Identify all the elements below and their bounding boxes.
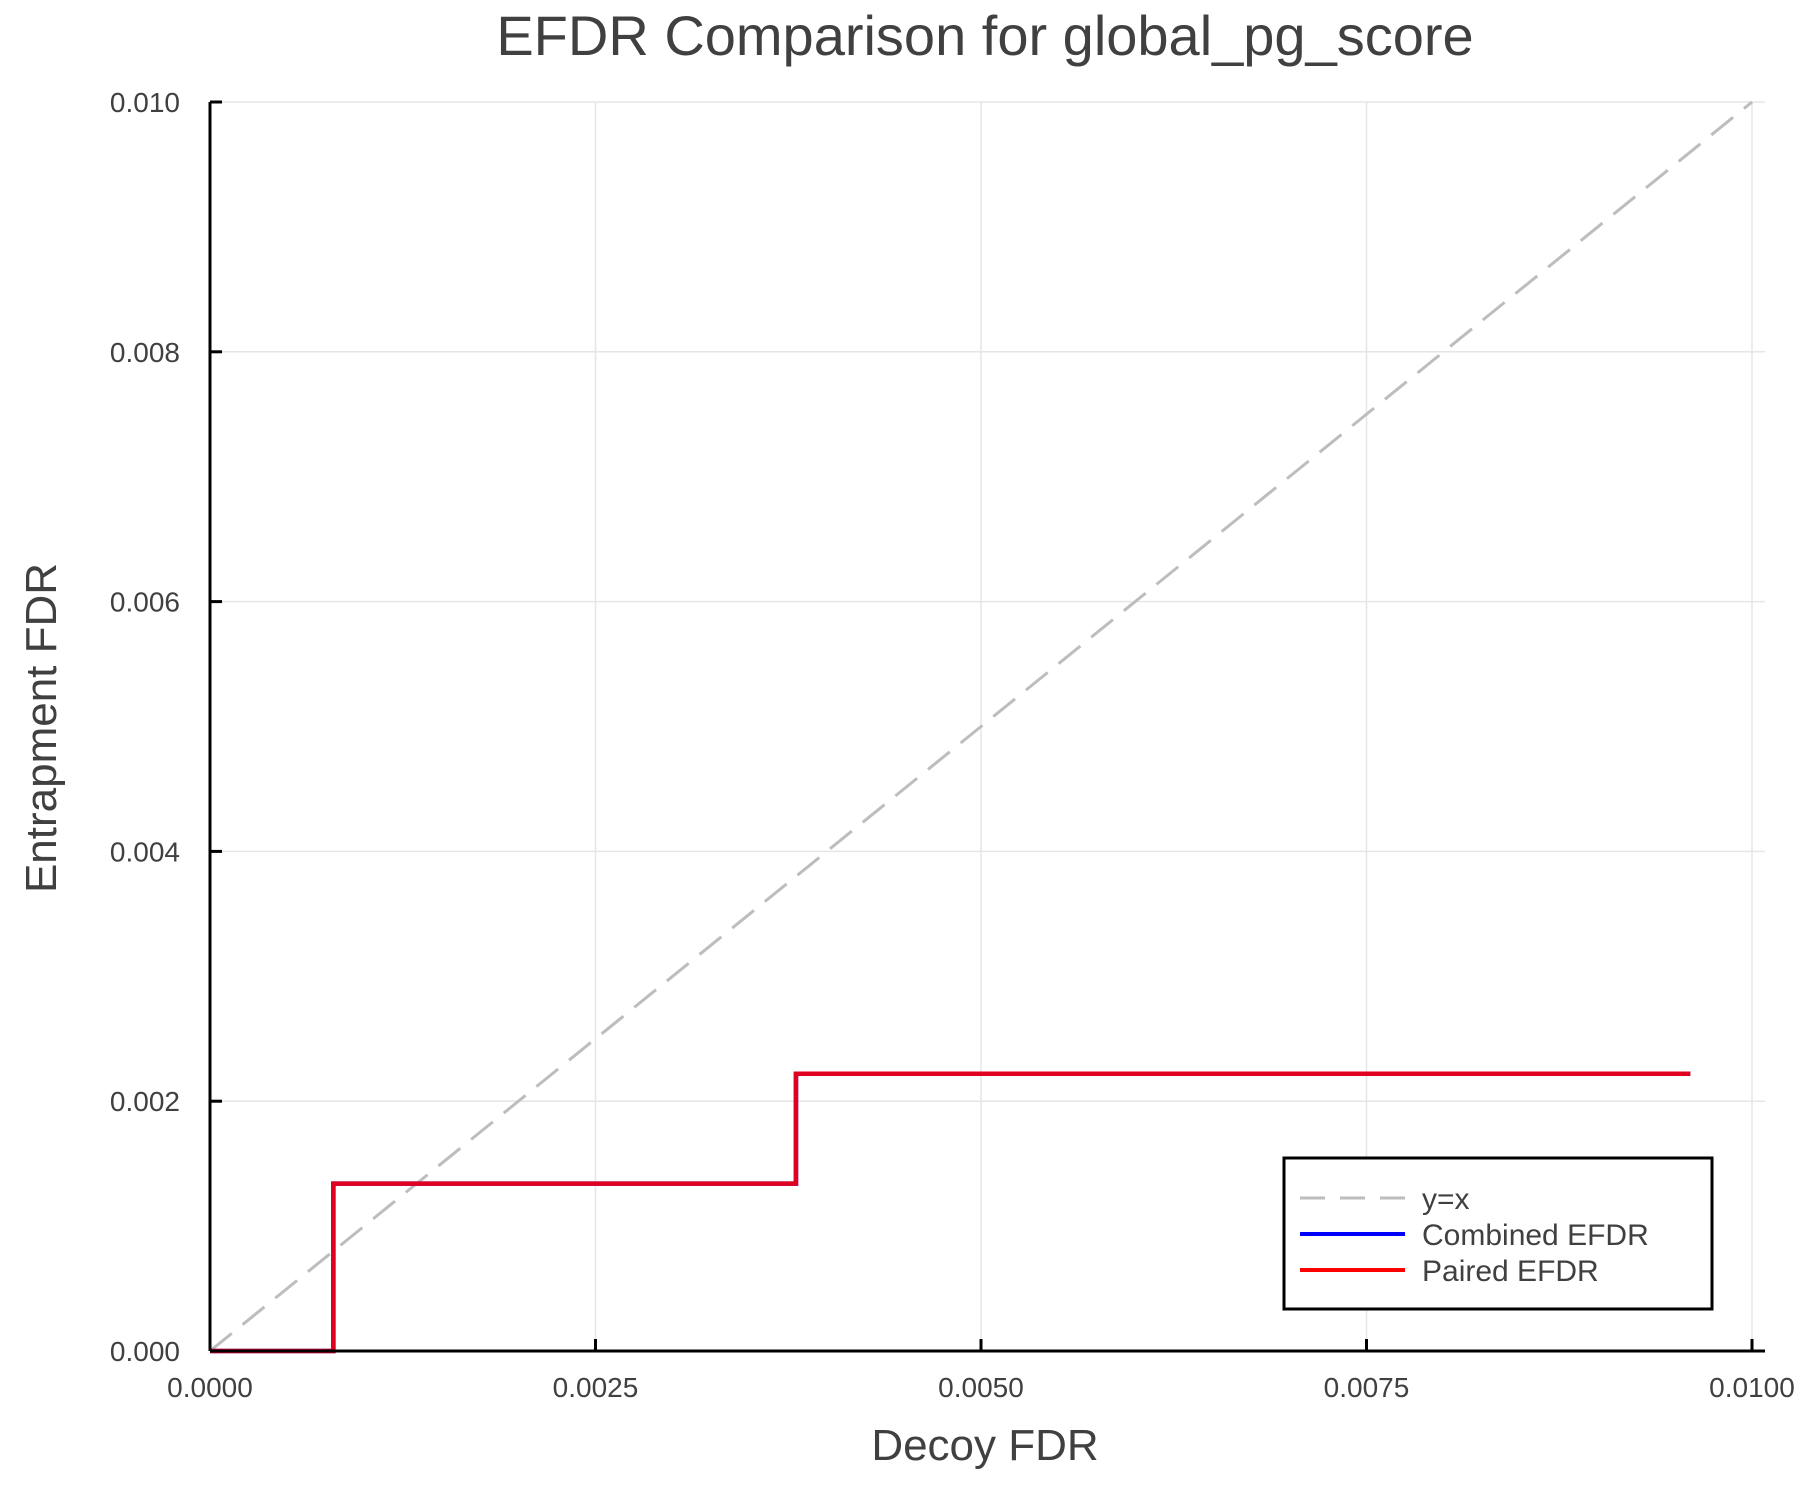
y-tick-label: 0.008 [110,337,180,368]
x-tick-label: 0.0100 [1709,1372,1795,1403]
x-tick-label: 0.0025 [553,1372,639,1403]
y-tick-label: 0.010 [110,87,180,118]
y-tick-label: 0.000 [110,1336,180,1367]
legend-label: Combined EFDR [1422,1219,1649,1252]
y-x-line [209,100,1753,1353]
x-tick-label: 0.0000 [167,1372,253,1403]
legend-label: y=x [1422,1183,1470,1216]
y-tick-label: 0.006 [110,587,180,618]
x-axis-label: Decoy FDR [871,1421,1098,1470]
axes [208,102,1765,1353]
x-tick-label: 0.0075 [1324,1372,1410,1403]
chart-title: EFDR Comparison for global_pg_score [496,4,1473,67]
y-tick-label: 0.004 [110,836,180,867]
y-axis-label: Entrapment FDR [17,563,66,893]
x-axis-ticks: 0.0000 0.0025 0.0050 0.0075 0.0100 [167,1339,1795,1403]
x-tick-label: 0.0050 [938,1372,1024,1403]
legend-label: Paired EFDR [1422,1255,1599,1288]
y-tick-label: 0.002 [110,1086,180,1117]
y-axis-ticks: 0.000 0.002 0.004 0.006 0.008 0.010 [110,87,222,1367]
